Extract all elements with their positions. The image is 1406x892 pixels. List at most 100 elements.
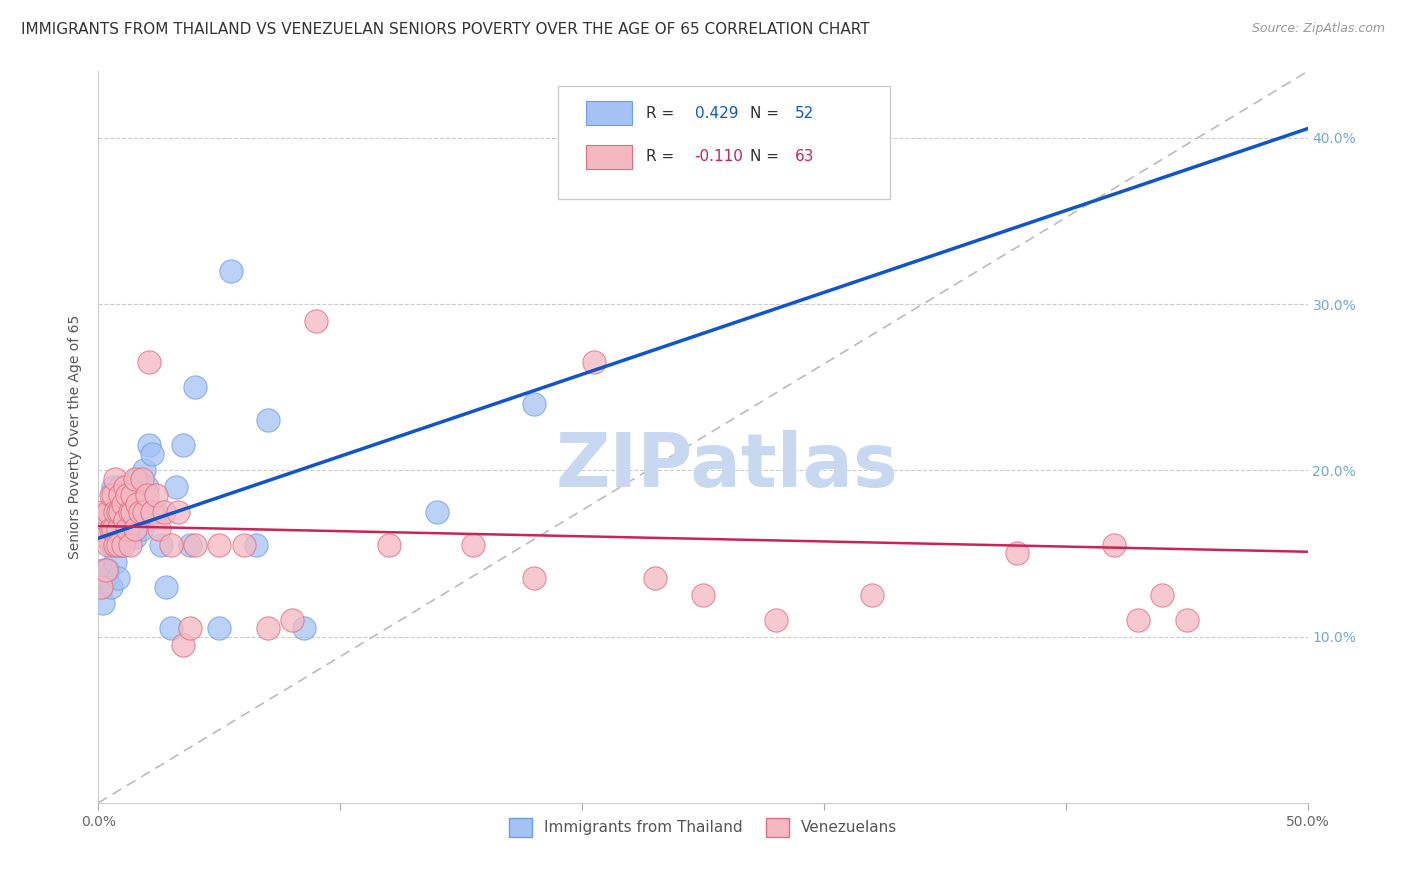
- Text: ZIPatlas: ZIPatlas: [555, 430, 898, 503]
- Point: [121, 505, 143, 519]
- Point: [111, 538, 134, 552]
- Text: IMMIGRANTS FROM THAILAND VS VENEZUELAN SENIORS POVERTY OVER THE AGE OF 65 CORREL: IMMIGRANTS FROM THAILAND VS VENEZUELAN S…: [21, 22, 870, 37]
- Point: [111, 521, 134, 535]
- Point: [124, 480, 146, 494]
- Point: [128, 505, 150, 519]
- Point: [172, 438, 194, 452]
- Y-axis label: Seniors Poverty Over the Age of 65: Seniors Poverty Over the Age of 65: [69, 315, 83, 559]
- Point: [107, 571, 129, 585]
- Point: [160, 621, 183, 635]
- Point: [1175, 613, 1198, 627]
- Point: [114, 513, 136, 527]
- Point: [91, 505, 114, 519]
- Point: [644, 571, 666, 585]
- Point: [91, 596, 114, 610]
- Point: [111, 538, 134, 552]
- Point: [107, 521, 129, 535]
- Point: [134, 463, 156, 477]
- Text: -0.110: -0.110: [695, 150, 744, 164]
- Point: [127, 472, 149, 486]
- Point: [155, 580, 177, 594]
- Point: [179, 621, 201, 635]
- Point: [114, 530, 136, 544]
- Point: [101, 488, 124, 502]
- Point: [121, 488, 143, 502]
- Point: [124, 530, 146, 544]
- Point: [141, 447, 163, 461]
- Point: [135, 480, 157, 494]
- Point: [256, 621, 278, 635]
- Point: [97, 563, 120, 577]
- Point: [463, 538, 485, 552]
- Point: [1128, 613, 1150, 627]
- Point: [97, 538, 120, 552]
- Point: [141, 505, 163, 519]
- Point: [172, 638, 194, 652]
- Point: [107, 521, 129, 535]
- Point: [94, 571, 117, 585]
- Point: [100, 580, 122, 594]
- Point: [124, 521, 146, 535]
- Point: [138, 438, 160, 452]
- Point: [117, 488, 139, 502]
- Point: [107, 505, 129, 519]
- FancyBboxPatch shape: [558, 86, 890, 200]
- Point: [167, 505, 190, 519]
- Point: [860, 588, 883, 602]
- Point: [94, 530, 117, 544]
- Point: [108, 505, 131, 519]
- Point: [118, 497, 141, 511]
- Point: [184, 538, 207, 552]
- Point: [148, 521, 170, 535]
- Point: [118, 505, 141, 519]
- Point: [104, 472, 127, 486]
- Point: [131, 521, 153, 535]
- Point: [281, 613, 304, 627]
- Point: [90, 580, 112, 594]
- Point: [135, 488, 157, 502]
- Text: 63: 63: [794, 150, 814, 164]
- Point: [377, 538, 399, 552]
- Point: [104, 521, 127, 535]
- Point: [100, 538, 122, 552]
- Point: [523, 571, 546, 585]
- Text: 0.429: 0.429: [695, 105, 738, 120]
- Point: [108, 538, 131, 552]
- Point: [97, 505, 120, 519]
- Point: [256, 413, 278, 427]
- Point: [100, 488, 122, 502]
- Point: [184, 380, 207, 394]
- Point: [426, 505, 449, 519]
- Point: [101, 521, 124, 535]
- Point: [1152, 588, 1174, 602]
- Point: [221, 264, 243, 278]
- Point: [145, 488, 167, 502]
- Point: [292, 621, 315, 635]
- Point: [305, 314, 328, 328]
- Point: [94, 563, 117, 577]
- Point: [117, 488, 139, 502]
- Point: [108, 480, 131, 494]
- Point: [208, 538, 231, 552]
- Point: [107, 497, 129, 511]
- Point: [94, 530, 117, 544]
- Point: [523, 397, 546, 411]
- Point: [131, 472, 153, 486]
- Text: N =: N =: [751, 150, 785, 164]
- Point: [118, 538, 141, 552]
- Text: R =: R =: [647, 150, 679, 164]
- Point: [121, 488, 143, 502]
- FancyBboxPatch shape: [586, 102, 631, 125]
- Point: [101, 480, 124, 494]
- Text: R =: R =: [647, 105, 679, 120]
- Point: [152, 505, 174, 519]
- Point: [114, 505, 136, 519]
- Point: [150, 538, 173, 552]
- Point: [692, 588, 714, 602]
- Point: [118, 505, 141, 519]
- Point: [1102, 538, 1125, 552]
- Point: [114, 480, 136, 494]
- Point: [765, 613, 787, 627]
- Point: [100, 505, 122, 519]
- Point: [1007, 546, 1029, 560]
